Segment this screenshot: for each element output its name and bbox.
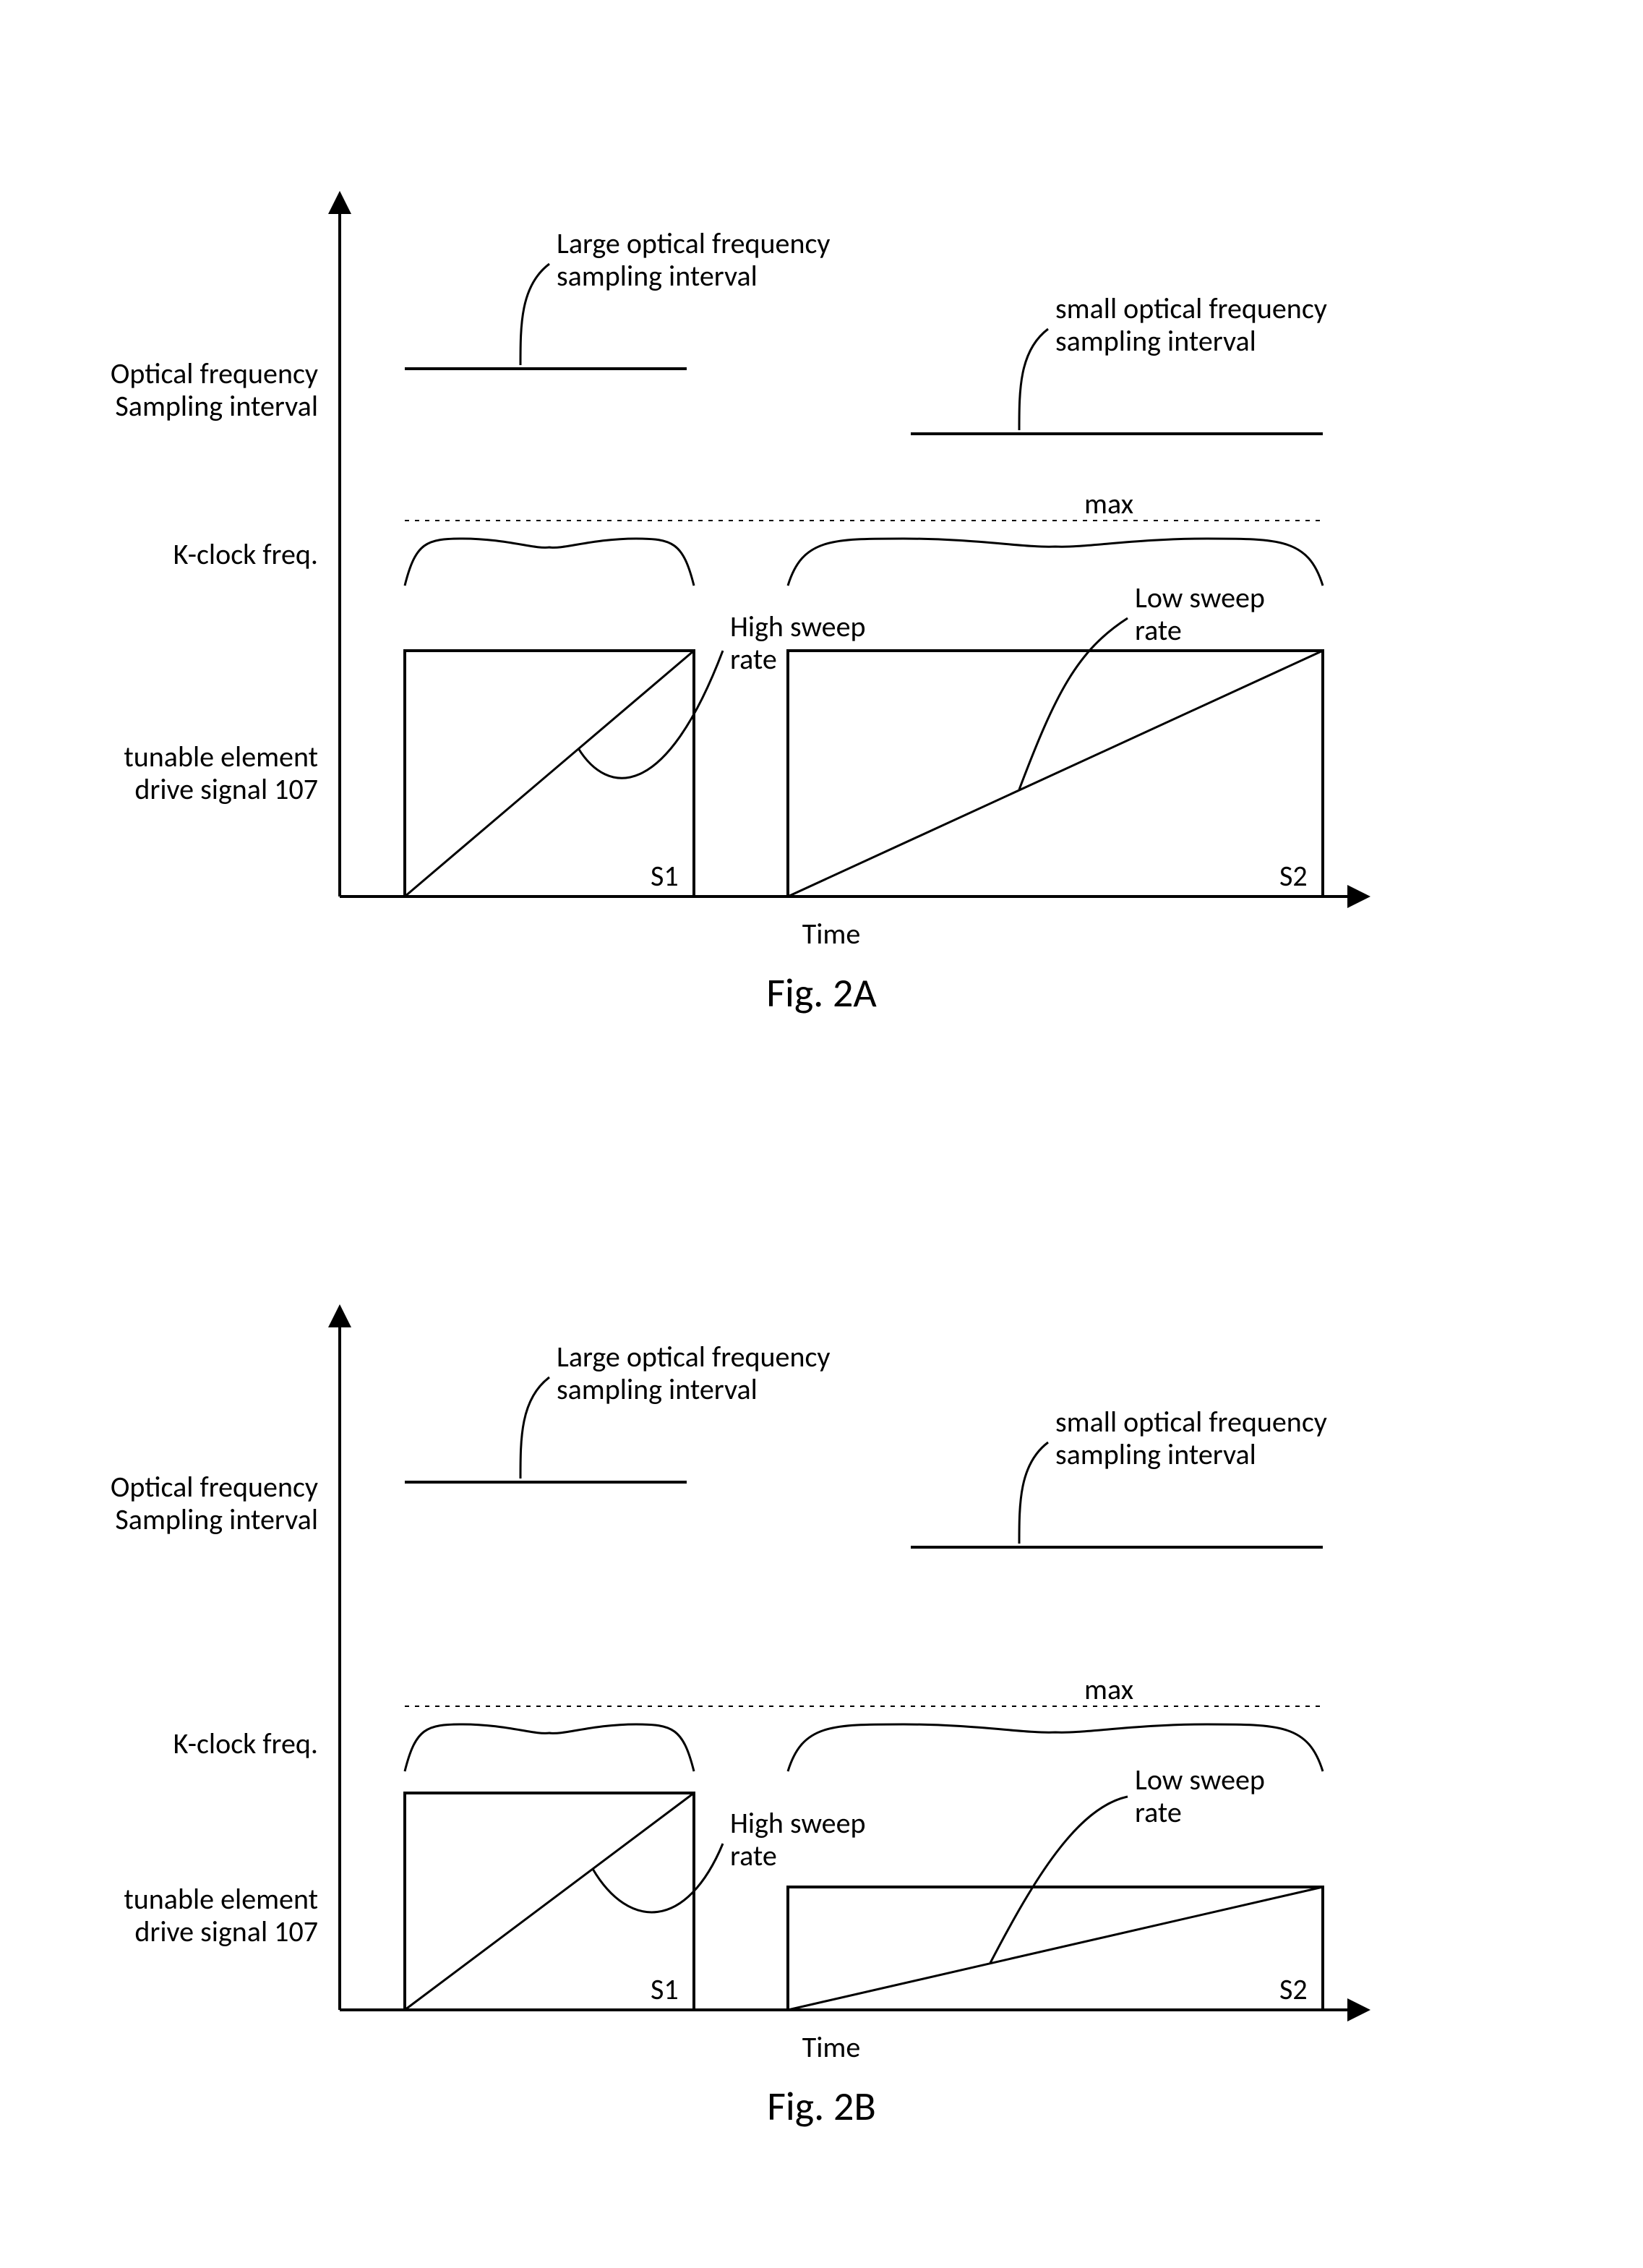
xlabel-time: Time — [802, 916, 861, 951]
anno-low-1: Low sweep — [1135, 580, 1265, 615]
anno-high-1: High sweep — [730, 609, 866, 644]
ylabel-optical-1: Optical frequency — [111, 356, 318, 391]
figure-2a: Optical frequency Sampling interval K-cl… — [0, 101, 1643, 1041]
label-s1: S1 — [651, 858, 679, 894]
anno-low-1: Low sweep — [1135, 1762, 1265, 1797]
kclock-right — [788, 539, 1323, 586]
callout-small-interval — [1019, 329, 1048, 430]
callout-low-sweep — [990, 1797, 1128, 1963]
anno-small-1: small optical frequency — [1055, 1404, 1327, 1439]
ylabel-kclock: K-clock freq. — [173, 1726, 318, 1761]
label-s1: S1 — [651, 1972, 679, 2007]
anno-large-1: Large optical frequency — [557, 226, 831, 261]
kclock-left — [405, 539, 694, 586]
callout-small-interval — [1019, 1442, 1048, 1544]
anno-small-1: small optical frequency — [1055, 291, 1327, 326]
ylabel-optical-1: Optical frequency — [111, 1469, 318, 1505]
kclock-left — [405, 1724, 694, 1771]
ylabel-optical-2: Sampling interval — [115, 388, 318, 424]
ylabel-drive-2: drive signal 107 — [134, 771, 318, 807]
figure-2b: Optical frequency Sampling interval K-cl… — [0, 1215, 1643, 2154]
ylabel-kclock: K-clock freq. — [173, 536, 318, 572]
anno-low-2: rate — [1135, 1794, 1182, 1830]
callout-low-sweep — [1019, 618, 1128, 789]
anno-high-2: rate — [730, 1838, 777, 1873]
caption-2b: Fig. 2B — [0, 2082, 1643, 2131]
figure-2a-svg: Optical frequency Sampling interval K-cl… — [0, 101, 1643, 983]
ylabel-drive-1: tunable element — [124, 739, 318, 774]
anno-large-2: sampling interval — [557, 1372, 758, 1407]
xlabel-time: Time — [802, 2029, 861, 2065]
ylabel-optical-2: Sampling interval — [115, 1502, 318, 1537]
anno-high-2: rate — [730, 641, 777, 677]
ylabel-drive-1: tunable element — [124, 1881, 318, 1917]
anno-max: max — [1084, 486, 1133, 521]
callout-large-interval — [520, 264, 549, 365]
anno-max: max — [1084, 1672, 1133, 1707]
anno-large-2: sampling interval — [557, 258, 758, 294]
figure-2b-svg: Optical frequency Sampling interval K-cl… — [0, 1215, 1643, 2097]
s2-diagonal — [788, 651, 1323, 896]
s2-diagonal — [788, 1887, 1323, 2010]
label-s2: S2 — [1279, 858, 1308, 894]
ylabel-drive-2: drive signal 107 — [134, 1914, 318, 1949]
anno-small-2: sampling interval — [1055, 323, 1256, 359]
page-root: Optical frequency Sampling interval K-cl… — [0, 0, 1643, 2268]
callout-high-sweep — [578, 651, 723, 778]
anno-high-1: High sweep — [730, 1805, 866, 1841]
callout-large-interval — [520, 1377, 549, 1479]
label-s2: S2 — [1279, 1972, 1308, 2007]
anno-large-1: Large optical frequency — [557, 1339, 831, 1374]
anno-small-2: sampling interval — [1055, 1437, 1256, 1472]
caption-2a: Fig. 2A — [0, 969, 1643, 1018]
anno-low-2: rate — [1135, 612, 1182, 648]
